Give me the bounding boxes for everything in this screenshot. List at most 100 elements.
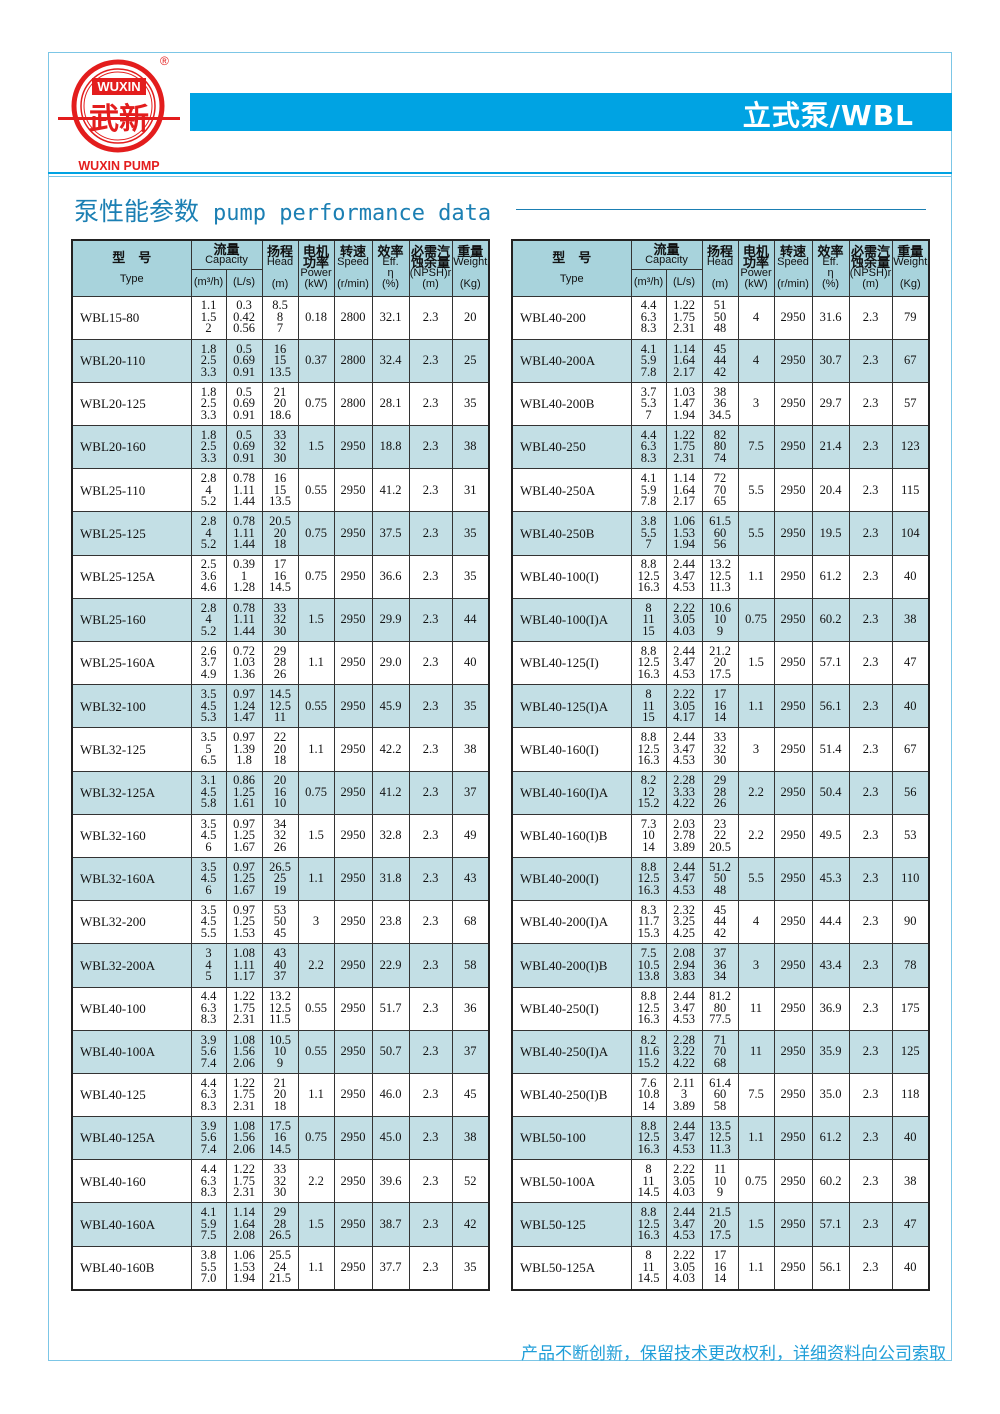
table-row: WBL40-125 4.4 6.3 8.3 1.22 1.75 2.31 21 20 … bbox=[71, 1072, 490, 1118]
cell-npsh: 2.3 bbox=[408, 468, 453, 513]
cell-power: 1.5 bbox=[297, 1202, 335, 1247]
cell-capacity-m3h: 8.8 12.5 16.3 bbox=[630, 986, 667, 1031]
cell-weight: 56 bbox=[891, 770, 930, 815]
table-row: WBL15-80 1.1 1.5 2 0.3 0.42 0.56 8.5 8 7 0.1… bbox=[71, 295, 490, 340]
cell-type: WBL40-200 bbox=[511, 295, 632, 340]
cell-capacity-ls: 0.5 0.69 0.91 bbox=[225, 381, 263, 427]
table-row: WBL40-100 4.4 6.3 8.3 1.22 1.75 2.31 13.2 1… bbox=[71, 986, 490, 1031]
header-type: 型 号 Type bbox=[511, 239, 632, 297]
cell-efficiency: 56.1 bbox=[811, 1245, 850, 1291]
cell-capacity-m3h: 4.1 5.9 7.8 bbox=[630, 468, 667, 513]
power-unit: (kW) bbox=[744, 278, 768, 291]
cell-efficiency: 49.5 bbox=[811, 813, 850, 858]
cell-type: WBL20-125 bbox=[71, 381, 192, 427]
cell-weight: 38 bbox=[451, 425, 490, 470]
cell-power: 1.1 bbox=[297, 727, 335, 772]
table-row: WBL32-125A 3.1 4.5 5.8 0.86 1.25 1.61 20 16… bbox=[71, 770, 490, 815]
cell-capacity-m3h: 3.5 4.5 6 bbox=[190, 813, 227, 858]
cell-speed: 2950 bbox=[773, 856, 813, 902]
cell-capacity-m3h: 3.8 5.5 7 bbox=[630, 511, 667, 556]
cell-weight: 25 bbox=[451, 338, 490, 383]
table-row: WBL50-125A 8 11 14.5 2.22 3.05 4.03 17 16 1… bbox=[511, 1245, 930, 1291]
cell-capacity-m3h: 3.8 5.5 7.0 bbox=[190, 1245, 227, 1291]
cell-power: 1.5 bbox=[297, 425, 335, 470]
cell-capacity-ls: 0.78 1.11 1.44 bbox=[225, 597, 263, 643]
header-row: 型 号 Type 流量 Capacity 扬程 Head (m) 电机功率 Power (k… bbox=[71, 239, 490, 297]
cell-efficiency: 60.2 bbox=[811, 597, 850, 643]
cell-capacity-m3h: 4.4 6.3 8.3 bbox=[190, 1159, 227, 1204]
cell-npsh: 2.3 bbox=[408, 684, 453, 729]
cell-weight: 58 bbox=[451, 943, 490, 988]
cell-efficiency: 61.2 bbox=[811, 1116, 850, 1161]
weight-unit: (Kg) bbox=[899, 278, 921, 291]
cell-weight: 53 bbox=[891, 813, 930, 858]
cell-weight: 31 bbox=[451, 468, 490, 513]
table-row: WBL32-160 3.5 4.5 6 0.97 1.25 1.67 34 32 26… bbox=[71, 813, 490, 858]
header-npsh: 必需汽蚀余量 (NPSH)r (m) bbox=[848, 239, 893, 297]
cell-capacity-ls: 1.22 1.75 2.31 bbox=[225, 986, 263, 1031]
cell-capacity-ls: 2.28 3.33 4.22 bbox=[665, 770, 703, 815]
section-title-zh: 泵性能参数 bbox=[74, 197, 200, 226]
cell-weight: 35 bbox=[451, 1245, 490, 1291]
header-unit-row: (m³/h) (L/s) bbox=[512, 268, 929, 297]
cell-npsh: 2.3 bbox=[848, 727, 893, 772]
eff-unit: (%) bbox=[821, 278, 840, 291]
table-row: WBL40-200B 3.7 5.3 7 1.03 1.47 1.94 38 36 3… bbox=[511, 381, 930, 427]
cell-efficiency: 45.3 bbox=[811, 856, 850, 902]
cell-power: 3 bbox=[737, 381, 775, 427]
cell-head: 13.5 12.5 11.3 bbox=[701, 1116, 739, 1161]
head-unit: (m) bbox=[271, 278, 289, 291]
eff-zh: 效率 bbox=[817, 244, 844, 260]
cell-type: WBL32-125 bbox=[71, 727, 192, 772]
cell-power: 7.5 bbox=[737, 1072, 775, 1118]
cell-efficiency: 35.0 bbox=[811, 1072, 850, 1118]
cell-power: 4 bbox=[737, 295, 775, 340]
cell-power: 1.1 bbox=[297, 856, 335, 902]
cell-speed: 2950 bbox=[773, 1072, 813, 1118]
svg-text:WUXIN PUMP: WUXIN PUMP bbox=[78, 159, 159, 173]
table-row: WBL40-250 4.4 6.3 8.3 1.22 1.75 2.31 82 80 … bbox=[511, 425, 930, 470]
cell-type: WBL50-125A bbox=[511, 1245, 632, 1291]
cell-capacity-m3h: 8.8 12.5 16.3 bbox=[630, 1116, 667, 1161]
header-divider bbox=[48, 172, 952, 174]
type-en: Type bbox=[559, 272, 584, 285]
cell-speed: 2950 bbox=[773, 381, 813, 427]
cell-type: WBL25-160A bbox=[71, 640, 192, 686]
table-row: WBL40-100A 3.9 5.6 7.4 1.08 1.56 2.06 10.5 … bbox=[71, 1029, 490, 1074]
cell-head: 61.4 60 58 bbox=[701, 1072, 739, 1118]
cell-speed: 2950 bbox=[773, 1029, 813, 1074]
cell-weight: 37 bbox=[451, 1029, 490, 1074]
cell-efficiency: 23.8 bbox=[371, 900, 410, 945]
cell-npsh: 2.3 bbox=[848, 1159, 893, 1204]
cell-weight: 52 bbox=[451, 1159, 490, 1204]
cell-weight: 44 bbox=[451, 597, 490, 643]
cell-efficiency: 19.5 bbox=[811, 511, 850, 556]
cell-capacity-m3h: 3.9 5.6 7.4 bbox=[190, 1116, 227, 1161]
speed-en: Speed bbox=[337, 256, 369, 269]
table-row: WBL50-125 8.8 12.5 16.3 2.44 3.47 4.53 21.5… bbox=[511, 1202, 930, 1247]
header-divider-thin bbox=[48, 176, 952, 177]
cell-speed: 2950 bbox=[773, 468, 813, 513]
cell-type: WBL40-250A bbox=[511, 468, 632, 513]
table-row: WBL40-125(I)A 8 11 15 2.22 3.05 4.17 17 16 … bbox=[511, 684, 930, 729]
cell-capacity-ls: 1.06 1.53 1.94 bbox=[665, 511, 703, 556]
cap-unit-ls: (L/s) bbox=[233, 276, 255, 288]
cell-type: WBL40-200(I)A bbox=[511, 900, 632, 945]
cell-speed: 2950 bbox=[333, 1202, 373, 1247]
cell-capacity-m3h: 2.8 4 5.2 bbox=[190, 511, 227, 556]
cell-capacity-ls: 0.97 1.39 1.8 bbox=[225, 727, 263, 772]
cell-capacity-ls: 1.14 1.64 2.08 bbox=[225, 1202, 263, 1247]
cell-power: 1.1 bbox=[737, 684, 775, 729]
cell-head: 25.5 24 21.5 bbox=[261, 1245, 299, 1291]
header-capacity-m3h: (m³/h) bbox=[630, 268, 667, 297]
cell-weight: 47 bbox=[891, 1202, 930, 1247]
weight-unit: (Kg) bbox=[459, 278, 481, 291]
cell-weight: 115 bbox=[891, 468, 930, 513]
table-row: WBL32-160A 3.5 4.5 6 0.97 1.25 1.67 26.5 25… bbox=[71, 856, 490, 902]
cell-power: 0.75 bbox=[297, 381, 335, 427]
cell-weight: 78 bbox=[891, 943, 930, 988]
cell-efficiency: 37.7 bbox=[371, 1245, 410, 1291]
npsh-en: (NPSH)r bbox=[849, 267, 892, 280]
cell-speed: 2950 bbox=[773, 684, 813, 729]
table-row: WBL40-250(I)B 7.6 10.8 14 2.11 3 3.89 61.4 … bbox=[511, 1072, 930, 1118]
